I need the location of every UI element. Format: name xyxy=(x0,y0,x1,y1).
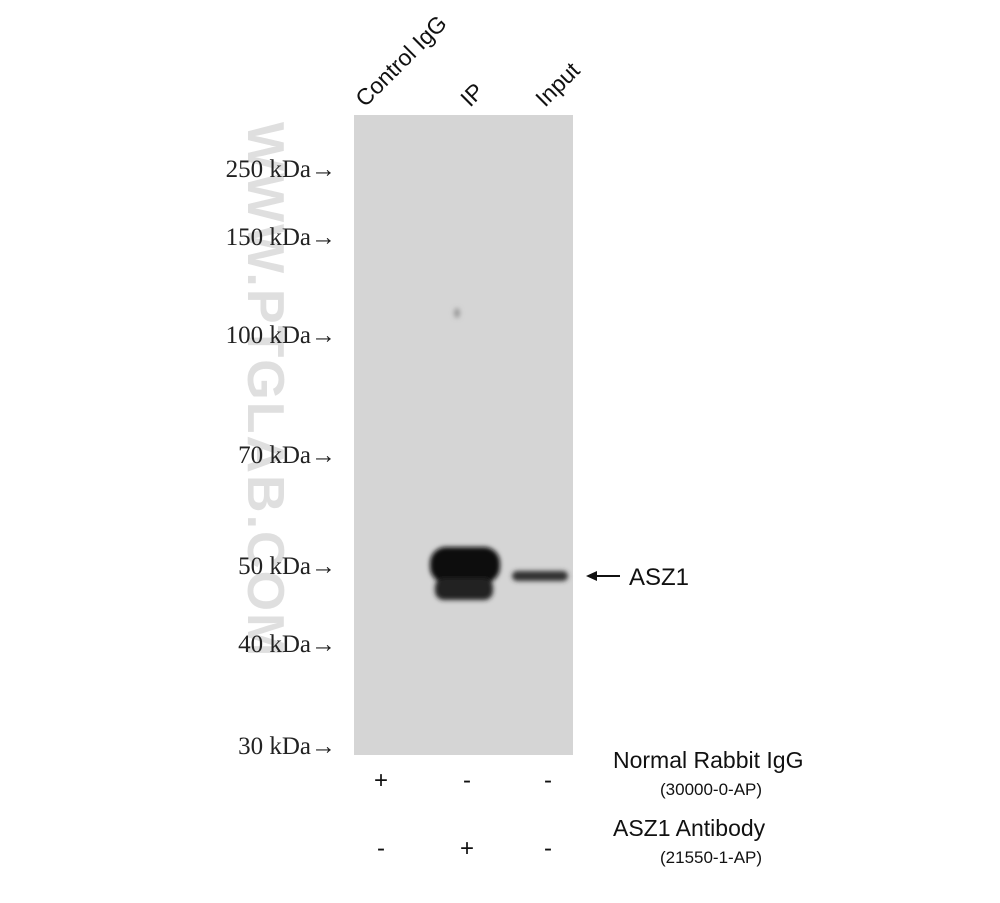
condition-name: ASZ1 Antibody xyxy=(613,815,766,841)
marker-label: 40 kDa→ xyxy=(238,631,336,658)
spot xyxy=(454,308,460,318)
lane-label: Control IgG xyxy=(350,10,452,112)
condition-catalog: (30000-0-AP) xyxy=(660,780,762,799)
band-arrowhead xyxy=(586,571,597,581)
marker-label: 150 kDa→ xyxy=(226,224,336,251)
band-label: ASZ1 xyxy=(629,564,689,591)
marker-label: 100 kDa→ xyxy=(226,322,336,349)
ip-band xyxy=(430,547,500,583)
condition-sign: - xyxy=(377,835,385,862)
bands xyxy=(430,308,568,600)
marker-label: 50 kDa→ xyxy=(238,553,336,580)
condition-catalog: (21550-1-AP) xyxy=(660,848,762,867)
condition-sign: - xyxy=(463,767,471,794)
condition-sign: + xyxy=(374,767,388,794)
marker-label: 250 kDa→ xyxy=(226,156,336,183)
ip-lower-band xyxy=(435,578,493,600)
marker-label: 30 kDa→ xyxy=(238,733,336,760)
input-band xyxy=(512,571,568,581)
watermark: WWW.PTGLAB.COM xyxy=(236,122,294,658)
lane-label: Input xyxy=(530,57,585,112)
condition-sign: - xyxy=(544,835,552,862)
markers: 250 kDa→ 150 kDa→ 100 kDa→ 70 kDa→ 50 kDa→ 40… xyxy=(226,156,336,760)
condition-sign: - xyxy=(544,767,552,794)
lane-labels: Control IgG IP Input xyxy=(350,10,585,112)
condition-name: Normal Rabbit IgG xyxy=(613,747,803,773)
lane-label: IP xyxy=(455,78,489,112)
marker-label: 70 kDa→ xyxy=(238,442,336,469)
condition-sign: + xyxy=(460,835,474,862)
conditions: Normal Rabbit IgG (30000-0-AP) + - - ASZ1 Ant… xyxy=(374,747,803,867)
blot-membrane xyxy=(354,115,573,755)
